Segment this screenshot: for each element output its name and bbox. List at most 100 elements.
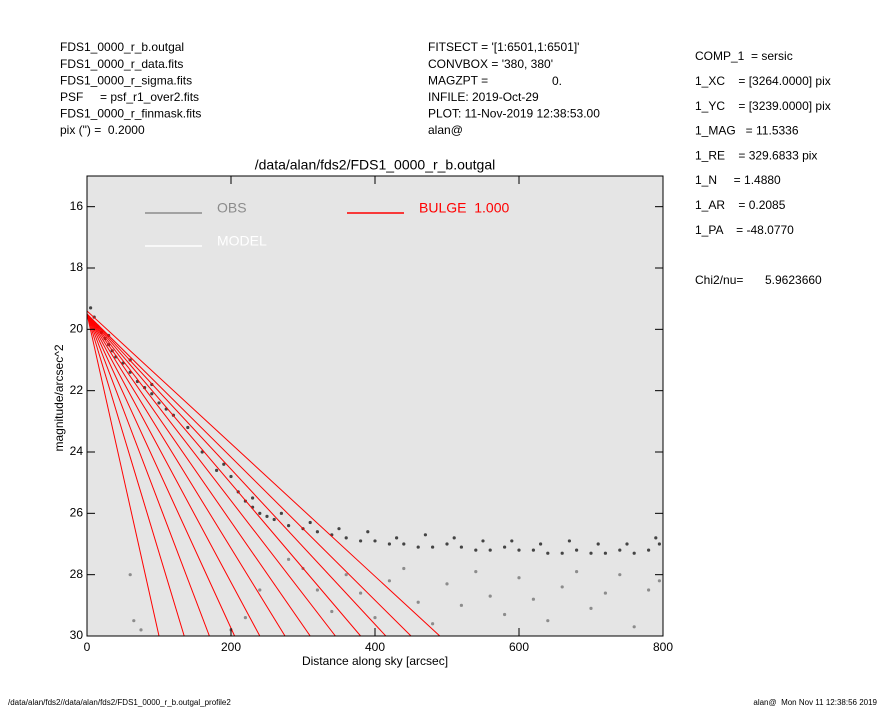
data-point xyxy=(315,530,319,534)
header-middle: alan@ xyxy=(428,123,463,137)
data-point xyxy=(344,536,348,540)
data-point xyxy=(258,588,262,592)
header-middle: FITSECT = '[1:6501,1:6501]' xyxy=(428,40,579,54)
y-tick-label: 28 xyxy=(70,567,84,581)
data-point xyxy=(589,606,593,611)
data-point xyxy=(287,557,291,561)
data-point xyxy=(575,570,579,574)
model-line xyxy=(87,313,236,636)
data-point xyxy=(272,517,276,522)
data-point xyxy=(402,542,406,546)
data-point xyxy=(596,542,600,546)
header-right: 1_RE = 329.6833 pix xyxy=(695,148,817,162)
legend-label: MODEL xyxy=(217,233,267,249)
data-point xyxy=(654,536,658,540)
data-point xyxy=(618,548,622,552)
data-point xyxy=(416,600,420,604)
header-left: FDS1_0000_r_finmask.fits xyxy=(60,107,201,121)
header-right: 1_MAG = 11.5336 xyxy=(695,124,799,138)
x-tick-label: 800 xyxy=(653,640,673,654)
data-point xyxy=(531,597,536,601)
legend-label: OBS xyxy=(217,200,247,216)
model-line xyxy=(87,313,210,636)
data-point xyxy=(603,551,608,555)
magzpt-value: 0. xyxy=(552,74,562,88)
data-point xyxy=(330,609,334,614)
x-tick-label: 200 xyxy=(221,640,241,654)
data-point xyxy=(431,622,435,626)
footer-right: alan@ Mon Nov 11 12:38:56 2019 xyxy=(753,698,877,707)
header-left: FDS1_0000_r_data.fits xyxy=(60,57,183,71)
data-point xyxy=(488,594,492,598)
data-point xyxy=(243,616,247,620)
data-point xyxy=(560,585,564,589)
model-line xyxy=(87,313,387,636)
data-point xyxy=(89,306,93,310)
data-point xyxy=(387,579,391,583)
data-point xyxy=(647,588,651,592)
data-point xyxy=(366,530,370,534)
header-right: 1_YC = [3239.0000] pix xyxy=(695,99,831,113)
data-point xyxy=(337,527,341,531)
data-point xyxy=(402,566,406,571)
data-point xyxy=(625,542,629,546)
y-tick-label: 26 xyxy=(70,506,84,520)
header-right: 1_AR = 0.2085 xyxy=(695,198,786,212)
chart-title: /data/alan/fds2/FDS1_0000_r_b.outgal xyxy=(255,157,496,173)
x-tick-label: 0 xyxy=(84,640,91,654)
data-point xyxy=(344,573,348,577)
x-tick-label: 400 xyxy=(365,640,385,654)
data-point xyxy=(423,533,427,537)
data-point xyxy=(186,425,190,430)
data-point xyxy=(488,548,492,552)
data-point xyxy=(128,573,132,577)
header-right: COMP_1 = sersic xyxy=(695,49,793,63)
data-point xyxy=(222,462,226,466)
model-line xyxy=(87,313,261,636)
data-point xyxy=(150,392,154,396)
data-point xyxy=(560,551,564,555)
legend-label: BULGE 1.000 xyxy=(419,200,509,216)
data-point xyxy=(265,514,269,519)
data-point xyxy=(657,542,662,546)
data-point xyxy=(315,588,319,592)
y-tick-label: 18 xyxy=(70,260,84,274)
data-point xyxy=(431,545,435,549)
header-right: 1_PA = -48.0770 xyxy=(695,223,794,237)
data-point xyxy=(452,536,456,540)
data-point xyxy=(647,548,651,552)
data-point xyxy=(517,548,521,552)
y-tick-label: 16 xyxy=(70,199,84,213)
data-point xyxy=(575,548,579,552)
data-point xyxy=(546,551,550,555)
data-point xyxy=(503,612,507,617)
model-line xyxy=(87,313,185,636)
chi2-value: 5.9623660 xyxy=(765,273,822,287)
data-point xyxy=(567,539,572,543)
data-point xyxy=(157,401,161,405)
y-tick-label: 30 xyxy=(70,628,84,642)
data-point xyxy=(531,548,536,552)
data-point xyxy=(632,551,636,555)
x-axis-label: Distance along sky [arcsec] xyxy=(302,654,448,668)
data-point xyxy=(373,616,377,620)
data-point xyxy=(510,539,514,543)
plot-background xyxy=(87,176,663,636)
data-point xyxy=(359,539,363,543)
header-middle: INFILE: 2019-Oct-29 xyxy=(428,90,539,104)
data-point xyxy=(517,576,521,580)
data-point xyxy=(618,573,622,577)
data-point xyxy=(539,542,543,546)
data-point xyxy=(359,591,363,595)
data-point xyxy=(459,603,463,607)
data-point xyxy=(445,542,449,546)
header-right: 1_XC = [3264.0000] pix xyxy=(695,74,831,88)
header-left: PSF = psf_r1_over2.fits xyxy=(60,90,199,104)
data-point xyxy=(387,542,391,546)
data-point xyxy=(657,579,662,583)
data-point xyxy=(373,539,377,543)
y-tick-label: 22 xyxy=(70,383,84,397)
model-line xyxy=(87,313,286,636)
y-tick-label: 20 xyxy=(70,322,84,336)
